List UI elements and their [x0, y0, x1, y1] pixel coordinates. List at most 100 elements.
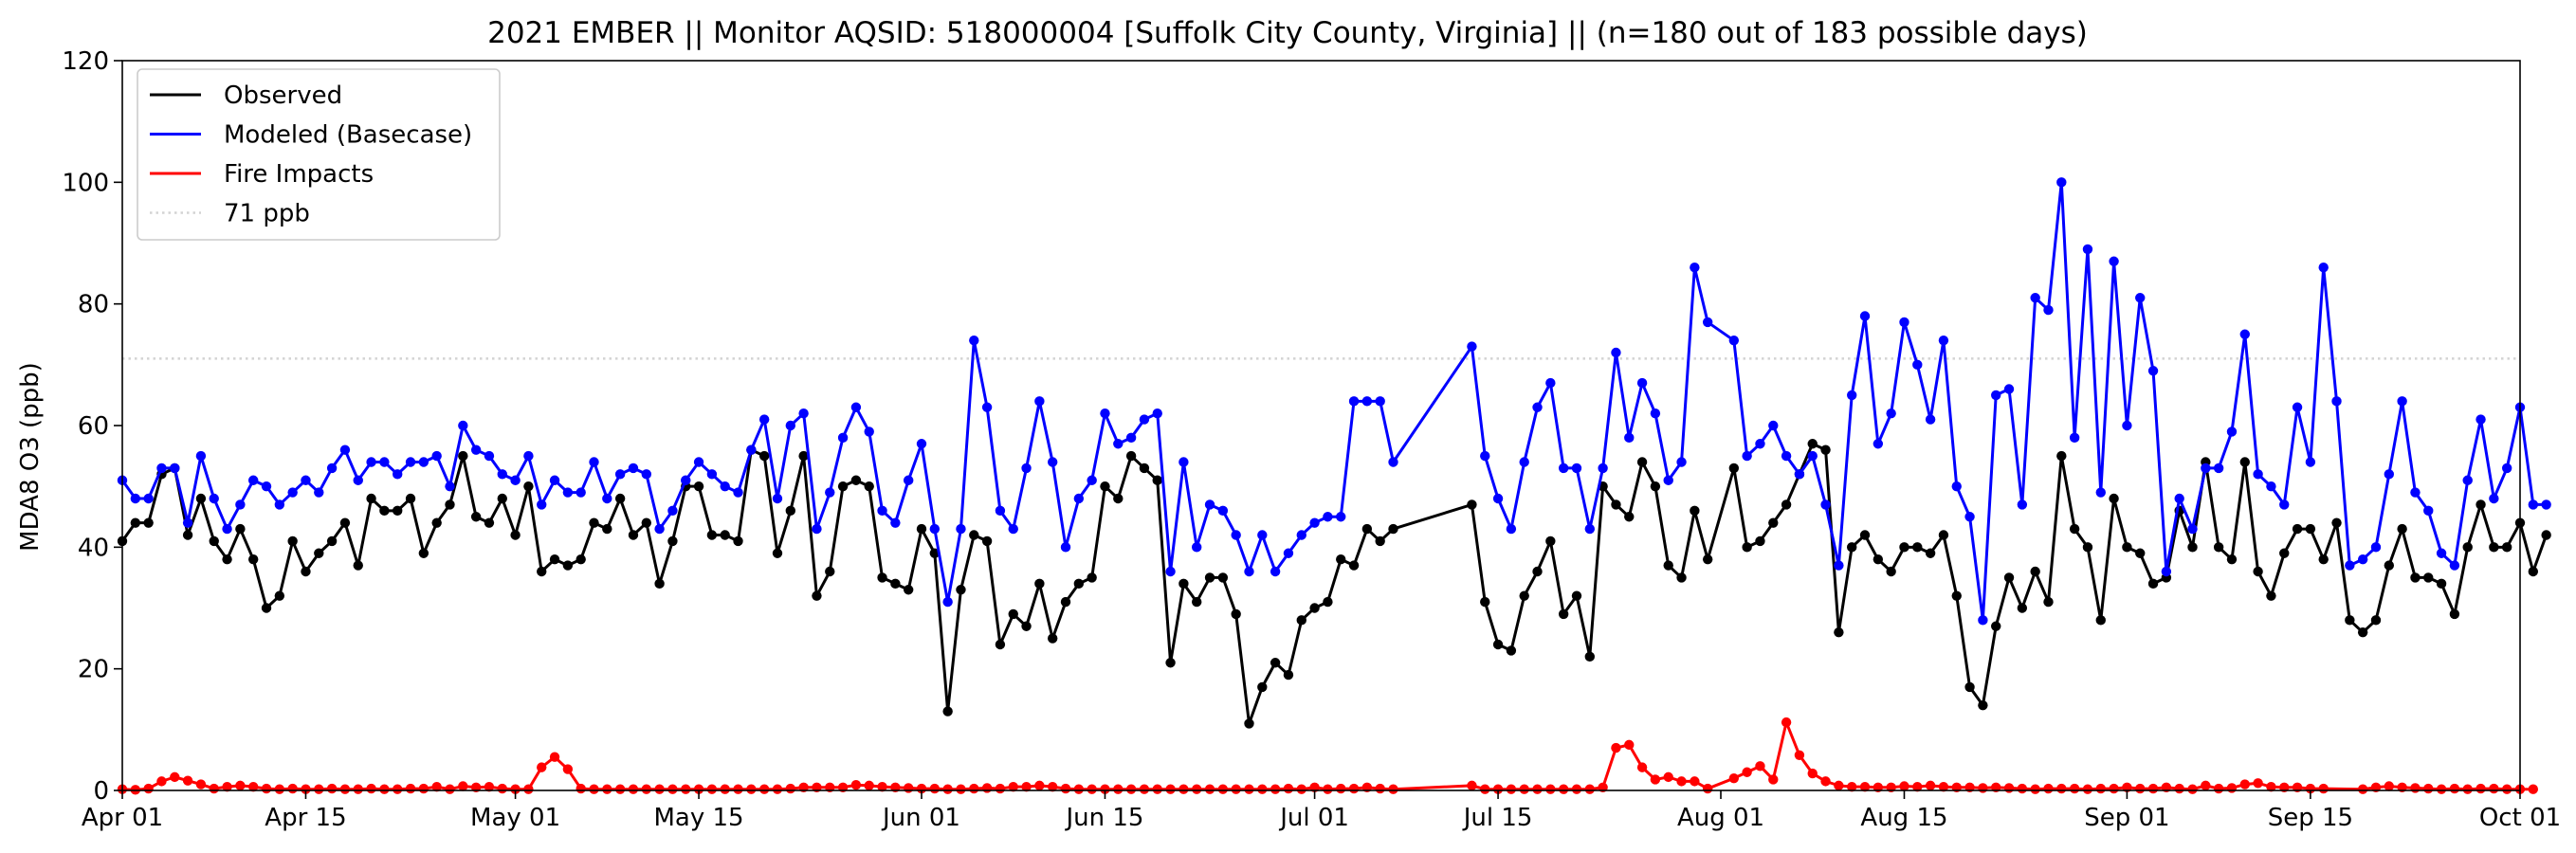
data-point [589, 517, 599, 528]
data-point [1650, 481, 1661, 492]
data-point [693, 481, 704, 492]
data-point [1060, 783, 1071, 794]
data-point [209, 535, 219, 547]
data-point [1820, 499, 1831, 510]
data-point [2423, 783, 2434, 794]
data-point [2069, 523, 2080, 535]
data-point [877, 781, 887, 792]
data-point [2476, 499, 2486, 510]
data-point [1283, 548, 1294, 558]
data-point [1480, 596, 1490, 608]
data-point [1571, 463, 1582, 474]
x-tick-label: Sep 01 [2084, 804, 2169, 832]
data-point [575, 554, 586, 565]
data-point [1912, 359, 1923, 371]
data-point [1480, 450, 1490, 462]
data-point [326, 783, 338, 794]
data-point [1768, 517, 1779, 528]
data-point [1034, 396, 1045, 407]
data-point [2095, 615, 2106, 626]
data-point [2489, 542, 2499, 553]
data-point [247, 781, 259, 792]
data-point [1270, 784, 1281, 794]
data-point [1309, 517, 1320, 528]
data-point [2147, 578, 2159, 590]
data-point [1912, 542, 1923, 553]
data-point [1702, 317, 1713, 328]
data-point [2003, 384, 2015, 394]
data-point [1178, 784, 1189, 794]
data-point [287, 535, 298, 547]
data-point [2410, 572, 2421, 583]
data-point [418, 548, 429, 558]
data-point [785, 420, 796, 431]
data-point [681, 475, 691, 485]
data-point [1781, 499, 1792, 510]
data-point [929, 783, 941, 794]
data-point [2253, 778, 2263, 789]
data-point [772, 493, 783, 504]
data-point [549, 554, 560, 565]
data-point [1204, 784, 1215, 794]
data-point [1598, 463, 1608, 474]
data-point [1047, 781, 1058, 792]
data-point [235, 499, 246, 510]
data-point [2357, 554, 2368, 565]
data-point [287, 487, 298, 498]
data-point [209, 783, 219, 794]
data-point [458, 450, 468, 462]
data-point [1336, 554, 1346, 565]
data-point [1925, 780, 1936, 791]
data-point [366, 783, 376, 794]
data-point [274, 784, 285, 794]
data-point [1636, 457, 1648, 467]
data-point [353, 475, 363, 485]
data-point [2279, 548, 2290, 558]
data-point [1283, 669, 1294, 681]
data-point [2501, 542, 2512, 553]
data-point [379, 457, 390, 467]
y-tick-label: 100 [62, 169, 109, 197]
data-point [2135, 548, 2146, 558]
data-point [261, 783, 272, 794]
data-point [1388, 523, 1398, 535]
data-point [614, 469, 626, 480]
legend-entry-fire-impacts: Fire Impacts [150, 160, 374, 189]
data-point [1690, 505, 1700, 517]
data-point [2305, 457, 2316, 467]
data-point [2122, 542, 2132, 553]
x-tick-label: Jun 01 [881, 804, 960, 832]
data-point [1846, 542, 1857, 553]
data-point [1217, 572, 1229, 583]
data-point [2266, 481, 2276, 492]
data-point [510, 475, 521, 485]
data-point [2201, 463, 2211, 474]
data-point [1807, 439, 1818, 449]
x-tick-label: Aug 01 [1677, 804, 1764, 832]
data-point [1859, 311, 1871, 321]
data-point [1178, 578, 1189, 590]
data-point [2017, 499, 2028, 510]
data-point [1663, 475, 1673, 485]
data-point [326, 463, 338, 474]
series-layer [117, 177, 2551, 795]
data-point [1611, 499, 1621, 510]
data-point [1323, 784, 1333, 794]
data-point [1807, 768, 1818, 779]
data-point [981, 402, 993, 412]
data-point [1676, 457, 1687, 467]
data-point [2541, 499, 2551, 510]
data-point [2135, 293, 2146, 303]
x-tick-label: May 01 [470, 804, 560, 832]
data-point [2056, 783, 2067, 794]
data-point [890, 578, 901, 590]
data-point [1244, 718, 1254, 729]
data-point [1244, 566, 1254, 577]
data-point [2082, 784, 2093, 794]
data-point [510, 784, 521, 794]
data-point [1073, 493, 1085, 504]
data-point [2476, 414, 2486, 425]
data-point [1296, 784, 1306, 794]
data-point [470, 445, 482, 455]
